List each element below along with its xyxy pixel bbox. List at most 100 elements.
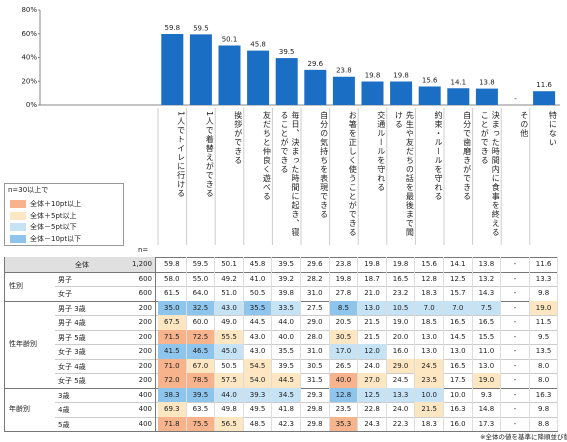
table-cell: 41.8	[272, 402, 301, 417]
table-cell: -	[501, 387, 530, 402]
row-label: 女子	[58, 290, 72, 298]
table-cell: 14.5	[444, 329, 473, 344]
table-cell: 16.5	[473, 315, 502, 330]
table-cell: -	[501, 315, 530, 330]
table-cell: 19.0	[529, 300, 559, 315]
table-cell: 7.0	[444, 300, 473, 315]
table-cell: 10.0	[444, 387, 473, 402]
table-cell: 8.8	[530, 416, 559, 431]
table-cell: 18.5	[415, 315, 444, 330]
table-cell: 21.5	[415, 402, 444, 417]
table-cell: 10.5	[386, 300, 416, 315]
table-cell: 30.5	[301, 358, 330, 373]
row-label: 4歳	[58, 406, 70, 414]
table-cell: -	[501, 358, 530, 373]
table-cell: 29.3	[301, 387, 330, 402]
row-label: 女子 5歳	[58, 377, 86, 385]
table-cell: 71.5	[158, 329, 187, 344]
row-n: 200	[138, 347, 152, 355]
table-cell: 16.0	[444, 416, 473, 431]
value-label: 29.6	[308, 60, 324, 68]
table-cell: 10.0	[415, 387, 444, 402]
table-cell: -	[501, 416, 530, 431]
table-cell: 57.5	[215, 373, 244, 388]
table-cell: 13.3	[530, 271, 559, 286]
table-cell: 8.0	[530, 358, 559, 373]
table-cell: 22.8	[358, 402, 387, 417]
category-label: お箸を正しく使うことができる	[348, 111, 358, 237]
legend-swatch	[10, 211, 26, 220]
row-label: 男子 3歳	[58, 304, 86, 313]
table-cell: 71.0	[158, 358, 187, 373]
table-cell: 16.0	[387, 344, 416, 359]
legend-swatch	[10, 200, 26, 208]
table-cell: 72.0	[158, 373, 187, 388]
table-cell: 12.5	[444, 271, 473, 286]
table-cell: 23.5	[330, 402, 359, 417]
table-cell: 13.3	[386, 387, 416, 402]
category-label: 約束・ルールを守れる	[433, 111, 443, 201]
table-cell: 35.3	[329, 416, 359, 431]
table-cell: 67.0	[186, 358, 216, 373]
table-cell: 39.2	[272, 271, 301, 286]
value-label: 39.5	[279, 48, 295, 56]
table-cell: 16.5	[444, 315, 473, 330]
category-label: その他	[519, 111, 529, 138]
table-left	[4, 257, 5, 431]
table-cell: 20.5	[330, 315, 359, 330]
bar	[332, 76, 355, 105]
category-label: 交通ルールを守れる	[376, 111, 386, 192]
table-cell: 24.5	[387, 373, 416, 388]
table-cell: 75.5	[186, 416, 216, 431]
row-n: 400	[138, 390, 152, 399]
table-cell: 15.7	[444, 286, 473, 301]
table-cell: -	[501, 344, 530, 359]
legend-label: 全体－5pt以下	[30, 223, 77, 231]
table-cell: 29.6	[301, 257, 330, 272]
row-n: 400	[138, 405, 152, 413]
table-cell: 55.5	[215, 329, 244, 344]
bar	[361, 81, 384, 105]
table-cell: 19.0	[387, 315, 416, 330]
row-n: 200	[138, 361, 152, 370]
row-n: 1,200	[131, 260, 152, 268]
table-cell: 17.0	[329, 344, 359, 359]
table-cell: 17.5	[444, 373, 473, 388]
table-cell: 46.5	[186, 344, 216, 359]
table-cell: 56.5	[215, 416, 244, 431]
table-cell: 21.5	[358, 329, 387, 344]
table-cell: 69.3	[158, 402, 187, 417]
table-cell: 43.0	[215, 300, 244, 315]
value-label: 59.5	[193, 24, 209, 32]
row-n: 600	[138, 274, 152, 283]
table-cell: 38.3	[158, 387, 187, 402]
row-label: 女子 3歳	[58, 348, 86, 356]
table-cell: 59.5	[187, 257, 216, 272]
table-cell: 15.5	[473, 329, 502, 344]
table-cell: 29.0	[386, 358, 416, 373]
table-cell: 8.5	[329, 300, 359, 315]
table-cell: 50.5	[215, 358, 244, 373]
table-cell: 18.7	[358, 271, 387, 286]
table-cell: 41.5	[158, 344, 187, 359]
row-line	[55, 373, 558, 374]
bar	[533, 91, 556, 105]
legend-box	[4, 183, 124, 246]
table-cell: 50.5	[244, 286, 273, 301]
table-cell: 50.1	[215, 257, 244, 272]
table-cell: 31.0	[301, 344, 330, 359]
table-cell: -	[501, 271, 530, 286]
value-label: 59.8	[165, 24, 181, 32]
table-cell: 13.2	[473, 271, 502, 286]
legend-label: 全体＋10pt以上	[30, 200, 82, 208]
table-cell: 12.8	[329, 387, 359, 402]
table-cell: 31.5	[301, 373, 330, 388]
table-cell: 32.5	[186, 300, 216, 315]
value-label: 45.8	[250, 41, 266, 49]
table-cell: 44.5	[272, 373, 301, 388]
value-label: 13.8	[479, 79, 495, 87]
table-cell: 19.8	[330, 271, 359, 286]
table-cell: 15.6	[415, 257, 444, 272]
value-label: 14.1	[451, 78, 467, 86]
